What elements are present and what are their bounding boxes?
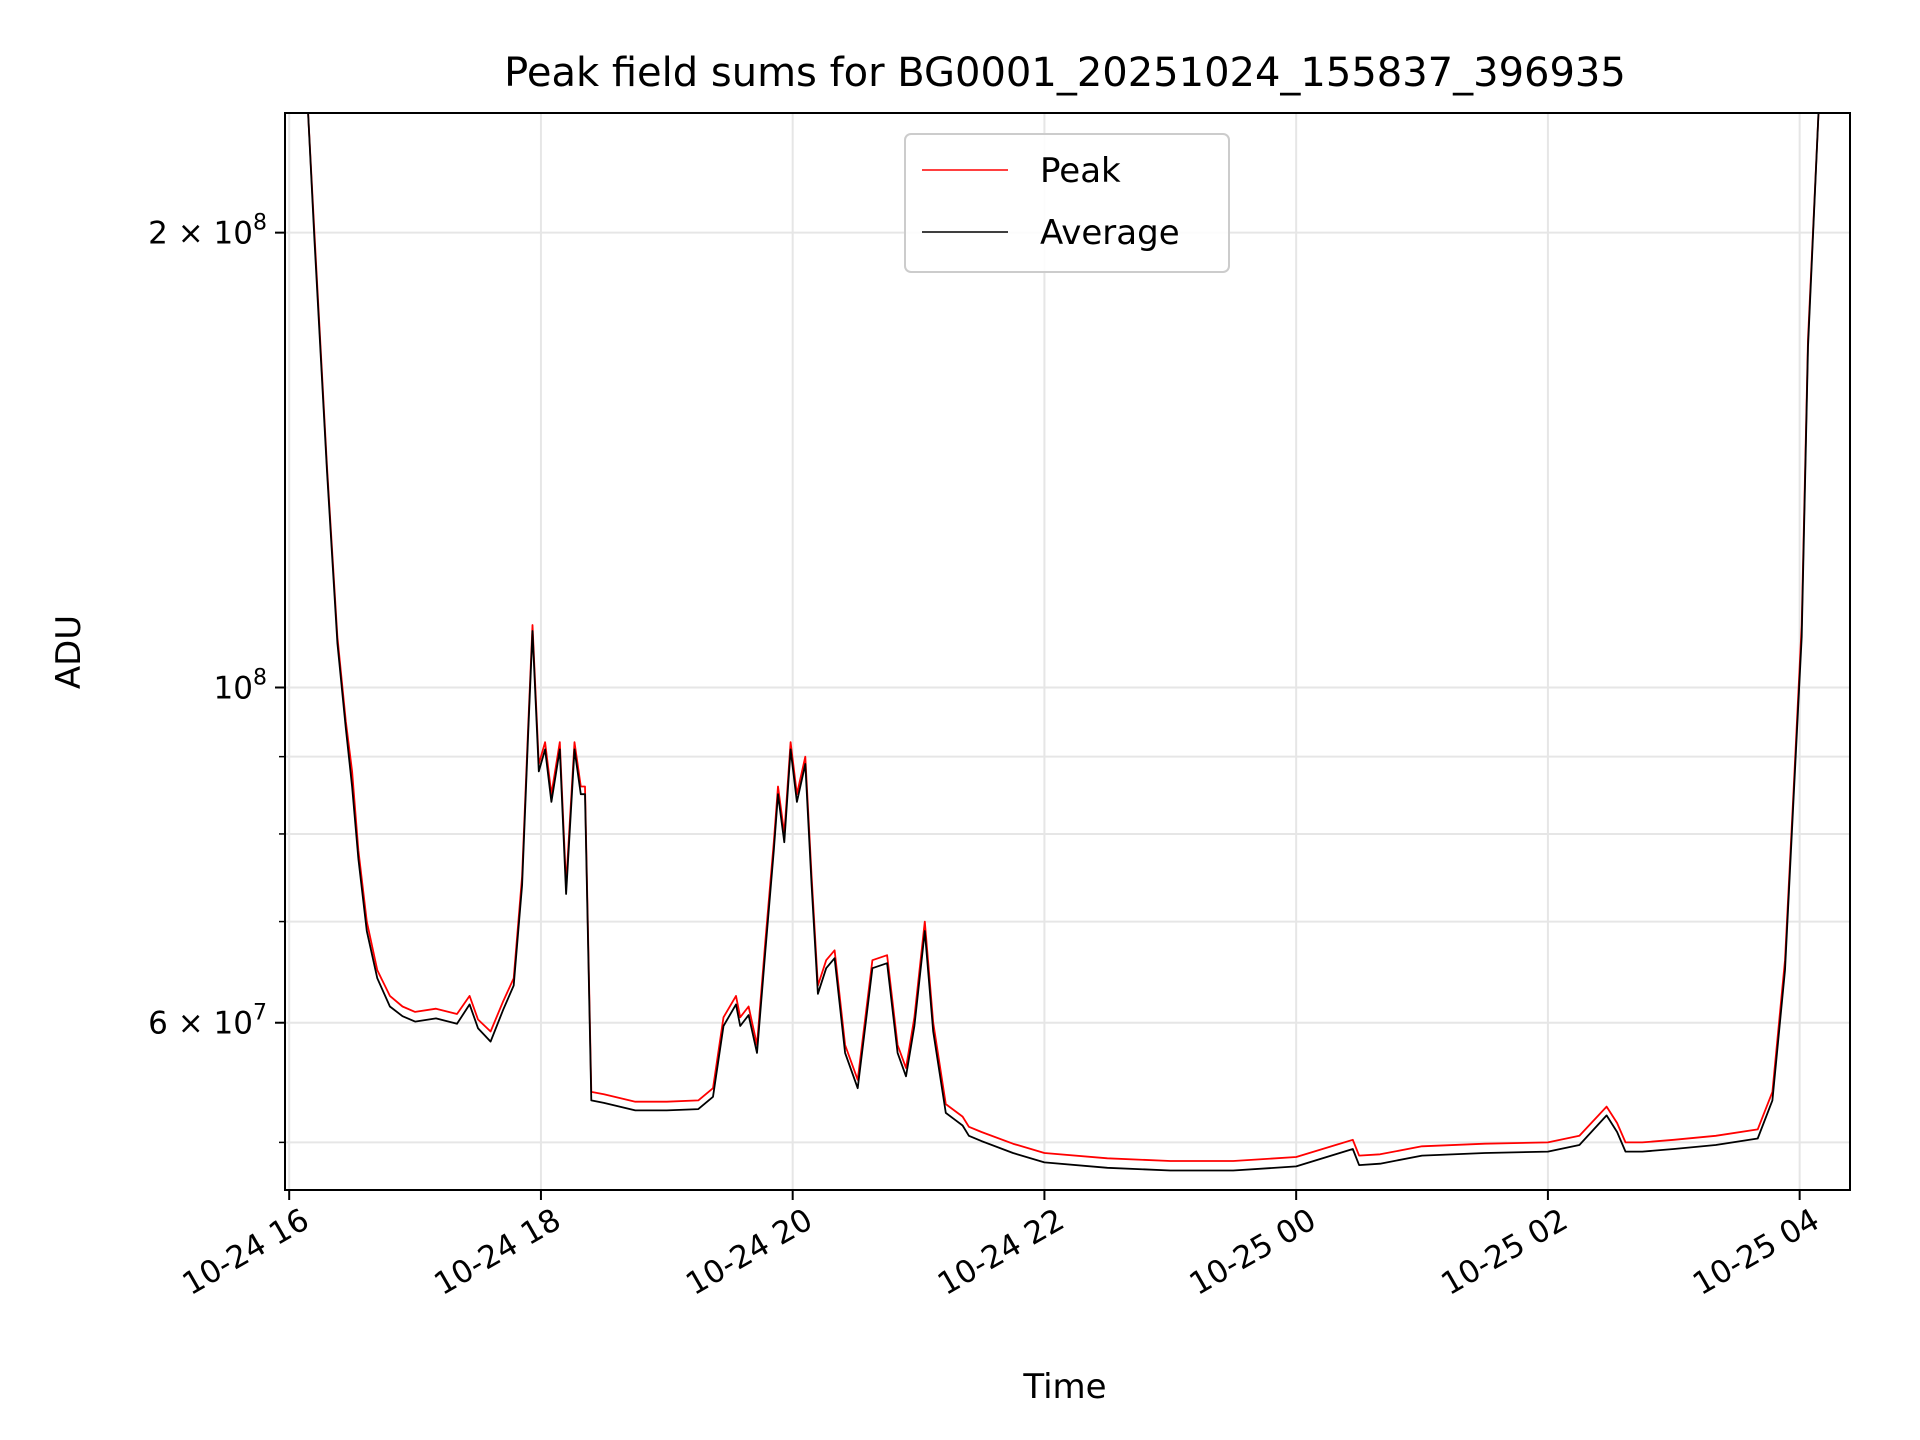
y-tick-label: 108 bbox=[214, 666, 267, 707]
series-line-average bbox=[307, 113, 1820, 1172]
y-tick-label: 2 × 108 bbox=[148, 211, 267, 252]
grid bbox=[285, 113, 1850, 1190]
plot-frame bbox=[284, 112, 1851, 1191]
x-axis-label: Time bbox=[1022, 1367, 1106, 1407]
legend-label-average: Average bbox=[1040, 213, 1180, 253]
legend-box bbox=[904, 133, 1230, 273]
legend: Peak Average bbox=[904, 133, 1230, 273]
y-tick-label: 6 × 107 bbox=[148, 1001, 267, 1042]
y-axis: 2 × 108 108 6 × 107 bbox=[148, 211, 285, 1144]
y-axis-label: ADU bbox=[49, 615, 89, 689]
chart-title: Peak field sums for BG0001_20251024_1558… bbox=[504, 50, 1626, 96]
series-layer bbox=[307, 113, 1820, 1172]
legend-label-peak: Peak bbox=[1040, 151, 1121, 191]
